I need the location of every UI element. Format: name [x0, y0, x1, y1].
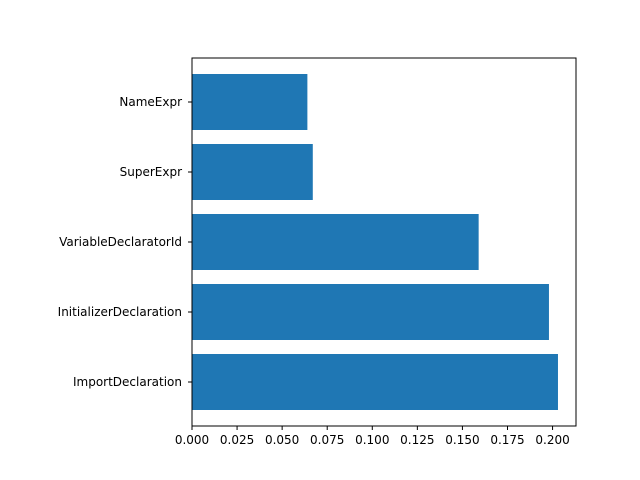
bar-VariableDeclaratorId — [192, 214, 479, 270]
y-tick-label: InitializerDeclaration — [58, 305, 182, 319]
x-tick-label: 0.025 — [220, 433, 254, 447]
x-tick-label: 0.125 — [400, 433, 434, 447]
y-tick-label: ImportDeclaration — [73, 375, 182, 389]
plot-frame — [191, 57, 577, 427]
x-tick-label: 0.100 — [355, 433, 389, 447]
bar-ImportDeclaration — [192, 354, 558, 410]
y-axis-ticks: ImportDeclaration InitializerDeclaration V… — [58, 95, 192, 389]
bar-NameExpr — [192, 74, 308, 130]
bar-InitializerDeclaration — [192, 284, 549, 340]
x-tick-label: 0.175 — [490, 433, 524, 447]
x-tick-label: 0.000 — [175, 433, 209, 447]
bar-SuperExpr — [192, 144, 313, 200]
x-axis-ticks: 0.000 0.025 0.050 0.075 0.100 0.125 0.150 0.175… — [175, 426, 570, 447]
y-tick-label: NameExpr — [119, 95, 182, 109]
y-tick-label: VariableDeclaratorId — [59, 235, 182, 249]
x-tick-label: 0.150 — [445, 433, 479, 447]
x-tick-label: 0.050 — [265, 433, 299, 447]
x-tick-label: 0.200 — [535, 433, 569, 447]
bars-group — [192, 74, 558, 410]
x-tick-label: 0.075 — [310, 433, 344, 447]
y-tick-label: SuperExpr — [120, 165, 182, 179]
